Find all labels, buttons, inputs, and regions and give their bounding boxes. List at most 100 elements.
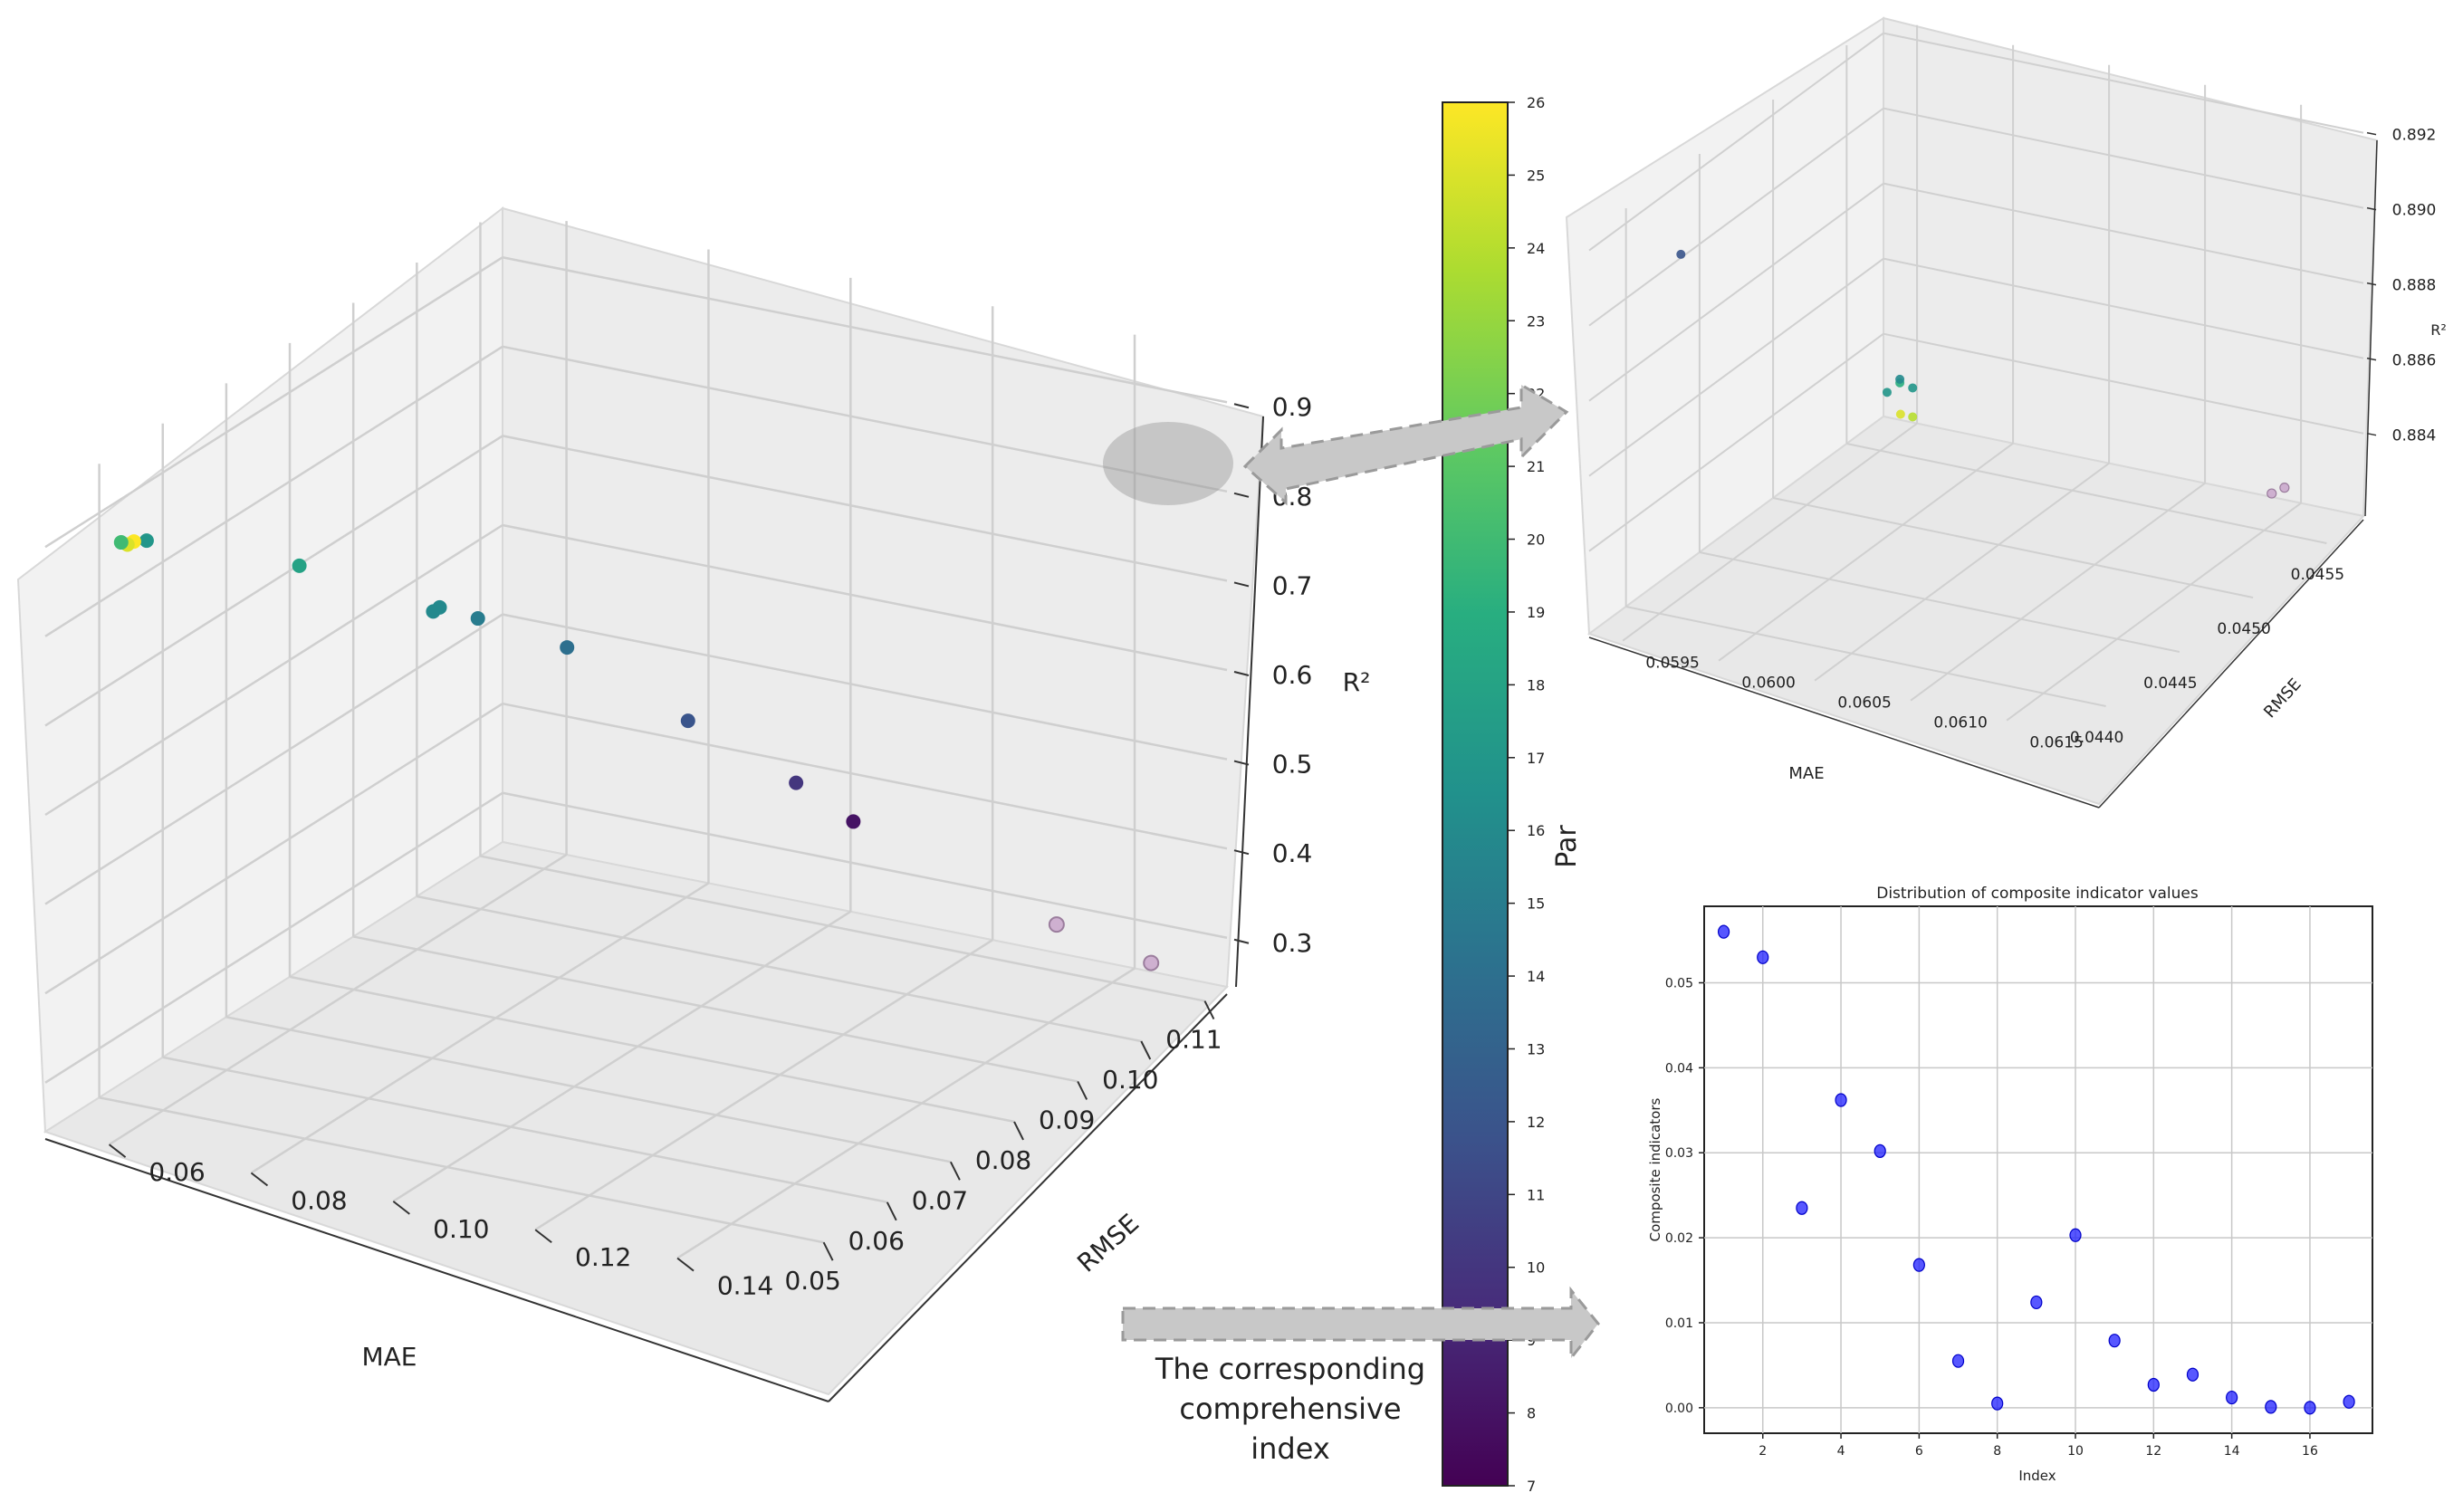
main-rmse-tick-label: 0.12 xyxy=(575,1242,631,1272)
composite-point xyxy=(1874,1144,1886,1158)
zoom-highlight-ellipse xyxy=(1103,422,1233,505)
zoom-grid-r2-right xyxy=(1883,107,2364,209)
main-rmse-tick-mark xyxy=(534,1229,552,1244)
main-grid-r2-right xyxy=(502,255,1228,404)
colorbar-label: Par xyxy=(1551,825,1583,868)
main-grid-r2-left xyxy=(44,256,503,549)
composite-y-tick-label: 0.02 xyxy=(1665,1231,1693,1246)
main-point xyxy=(680,713,695,729)
zoom-r2-tick-mark xyxy=(2366,357,2377,361)
main-mae-tick-label: 0.08 xyxy=(975,1145,1031,1175)
zoom-r2-tick-mark xyxy=(2366,131,2377,136)
composite-y-tick-label: 0.01 xyxy=(1665,1316,1693,1331)
zoom-grid-mae-floor xyxy=(1699,551,2180,653)
zoom-rmse-tick-label: 0.0605 xyxy=(1837,694,1891,713)
main-r2-tick-label: 0.3 xyxy=(1272,928,1313,958)
colorbar: 2625242322212019181716151413121110987 Pa… xyxy=(1442,94,1583,1495)
zoom-points xyxy=(1676,249,2290,499)
composite-point xyxy=(2186,1367,2199,1382)
colorbar-tick-label: 14 xyxy=(1527,968,1545,985)
main-mae-tick-label: 0.07 xyxy=(912,1185,968,1215)
main-grid-r2-left xyxy=(44,523,503,817)
main-point xyxy=(426,604,441,619)
zoom-grid-rmse-floor xyxy=(1814,462,2110,682)
floor-pane xyxy=(43,840,1230,1396)
main-r2-tick-mark xyxy=(1233,403,1250,409)
main-mae-tick-label: 0.10 xyxy=(1102,1065,1158,1095)
composite-x-tick-label: 4 xyxy=(1837,1444,1845,1459)
colorbar-tick-label: 10 xyxy=(1527,1259,1545,1277)
main-points xyxy=(113,533,1160,971)
composite-point xyxy=(2226,1390,2238,1405)
composite-point xyxy=(1717,924,1730,939)
composite-point xyxy=(2304,1401,2316,1415)
main-r2-tick-label: 0.4 xyxy=(1272,838,1313,868)
zoom-point xyxy=(1882,388,1892,397)
main-mae-tick-mark xyxy=(822,1241,834,1261)
zoom-grid-mae-floor xyxy=(1772,497,2254,598)
main-r2-tick-mark xyxy=(1233,581,1250,588)
colorbar-tick-label: 7 xyxy=(1527,1478,1536,1495)
main-rmse-tick-mark xyxy=(676,1257,695,1272)
colorbar-tick-label: 24 xyxy=(1527,240,1545,257)
main-r2-tick-label: 0.9 xyxy=(1272,392,1313,422)
composite-x-tick-label: 6 xyxy=(1915,1444,1923,1459)
zoom-grid xyxy=(1588,24,2364,722)
zoom-r2-tick-label: 0.888 xyxy=(2392,277,2437,295)
colorbar-tick-label: 18 xyxy=(1527,676,1545,694)
main-mae-tick-mark xyxy=(950,1161,961,1181)
r2-axis-line xyxy=(1235,416,1264,988)
main-grid-r2-left xyxy=(44,791,503,1084)
r2-axis-label: R² xyxy=(1343,667,1371,697)
main-grid-mae-floor xyxy=(162,1056,888,1204)
zoom-r2-tick-label: 0.884 xyxy=(2392,427,2437,445)
main-grid xyxy=(44,221,1228,1259)
mae-axis-line xyxy=(44,1138,829,1402)
main-point xyxy=(139,533,154,549)
zoom-grid-r2-left xyxy=(1588,107,1884,327)
zoom-rmse-axis-line xyxy=(2098,519,2364,809)
zoom-rmse-tick-label: 0.0610 xyxy=(1933,714,1987,732)
zoom-r2-tick-label: 0.886 xyxy=(2392,352,2437,370)
composite-y-tick-label: 0.00 xyxy=(1665,1402,1693,1416)
main-grid-r2-right xyxy=(502,435,1228,582)
main-grid-r2-left xyxy=(44,345,503,637)
zoom-mae-axis-line xyxy=(1588,636,2100,809)
annotation-text: The corresponding comprehensive index xyxy=(1136,1349,1444,1469)
composite-y-tick-label: 0.03 xyxy=(1665,1146,1693,1161)
main-grid-mae-floor xyxy=(417,895,1142,1043)
composite-point xyxy=(2069,1228,2082,1242)
colorbar-tick-label: 13 xyxy=(1527,1040,1545,1057)
zoom-grid-mae-floor xyxy=(1625,606,2106,707)
composite-point xyxy=(1951,1354,1965,1368)
composite-grid: 2 4 6 8 10 12 14 16 0.00 0.01 0.02 0.03 0.04 0.05 xyxy=(1665,906,2372,1459)
composite-point xyxy=(2343,1394,2355,1409)
colorbar-tick-label: 8 xyxy=(1527,1405,1536,1422)
zoom-r2-tick-mark xyxy=(2366,432,2377,436)
zoom-grid-r2-left xyxy=(1588,32,1884,252)
main-mae-tick-mark xyxy=(1140,1040,1152,1060)
zoom-grid-r2-left xyxy=(1588,332,1884,552)
main-mae-tick-mark xyxy=(1077,1080,1088,1100)
composite-x-tick-label: 2 xyxy=(1759,1444,1767,1459)
main-grid-rmse-floor xyxy=(108,854,568,1146)
main-grid-r2-left xyxy=(44,703,503,995)
composite-x-tick-label: 12 xyxy=(2145,1444,2161,1459)
main-point xyxy=(789,775,804,790)
annotation-line-2: comprehensive index xyxy=(1179,1392,1402,1466)
main-grid-rmse-floor xyxy=(534,939,993,1231)
main-mae-tick-mark xyxy=(1203,1000,1215,1020)
main-mae-tick-mark xyxy=(1013,1121,1024,1141)
main-point xyxy=(113,535,129,550)
main-grid-rmse-floor xyxy=(676,967,1136,1259)
composite-xlabel: Index xyxy=(2018,1468,2056,1484)
composite-y-tick-label: 0.04 xyxy=(1665,1061,1693,1076)
main-grid-r2-right xyxy=(502,523,1228,672)
mae-axis-label: MAE xyxy=(361,1342,417,1372)
zoom-point xyxy=(1908,383,1918,393)
main-mae-tick-label: 0.05 xyxy=(784,1266,840,1296)
composite-x-tick-label: 10 xyxy=(2067,1444,2084,1459)
main-point xyxy=(292,558,307,573)
colorbar-tick-label: 21 xyxy=(1527,458,1545,475)
colorbar-tick-label: 19 xyxy=(1527,604,1545,621)
